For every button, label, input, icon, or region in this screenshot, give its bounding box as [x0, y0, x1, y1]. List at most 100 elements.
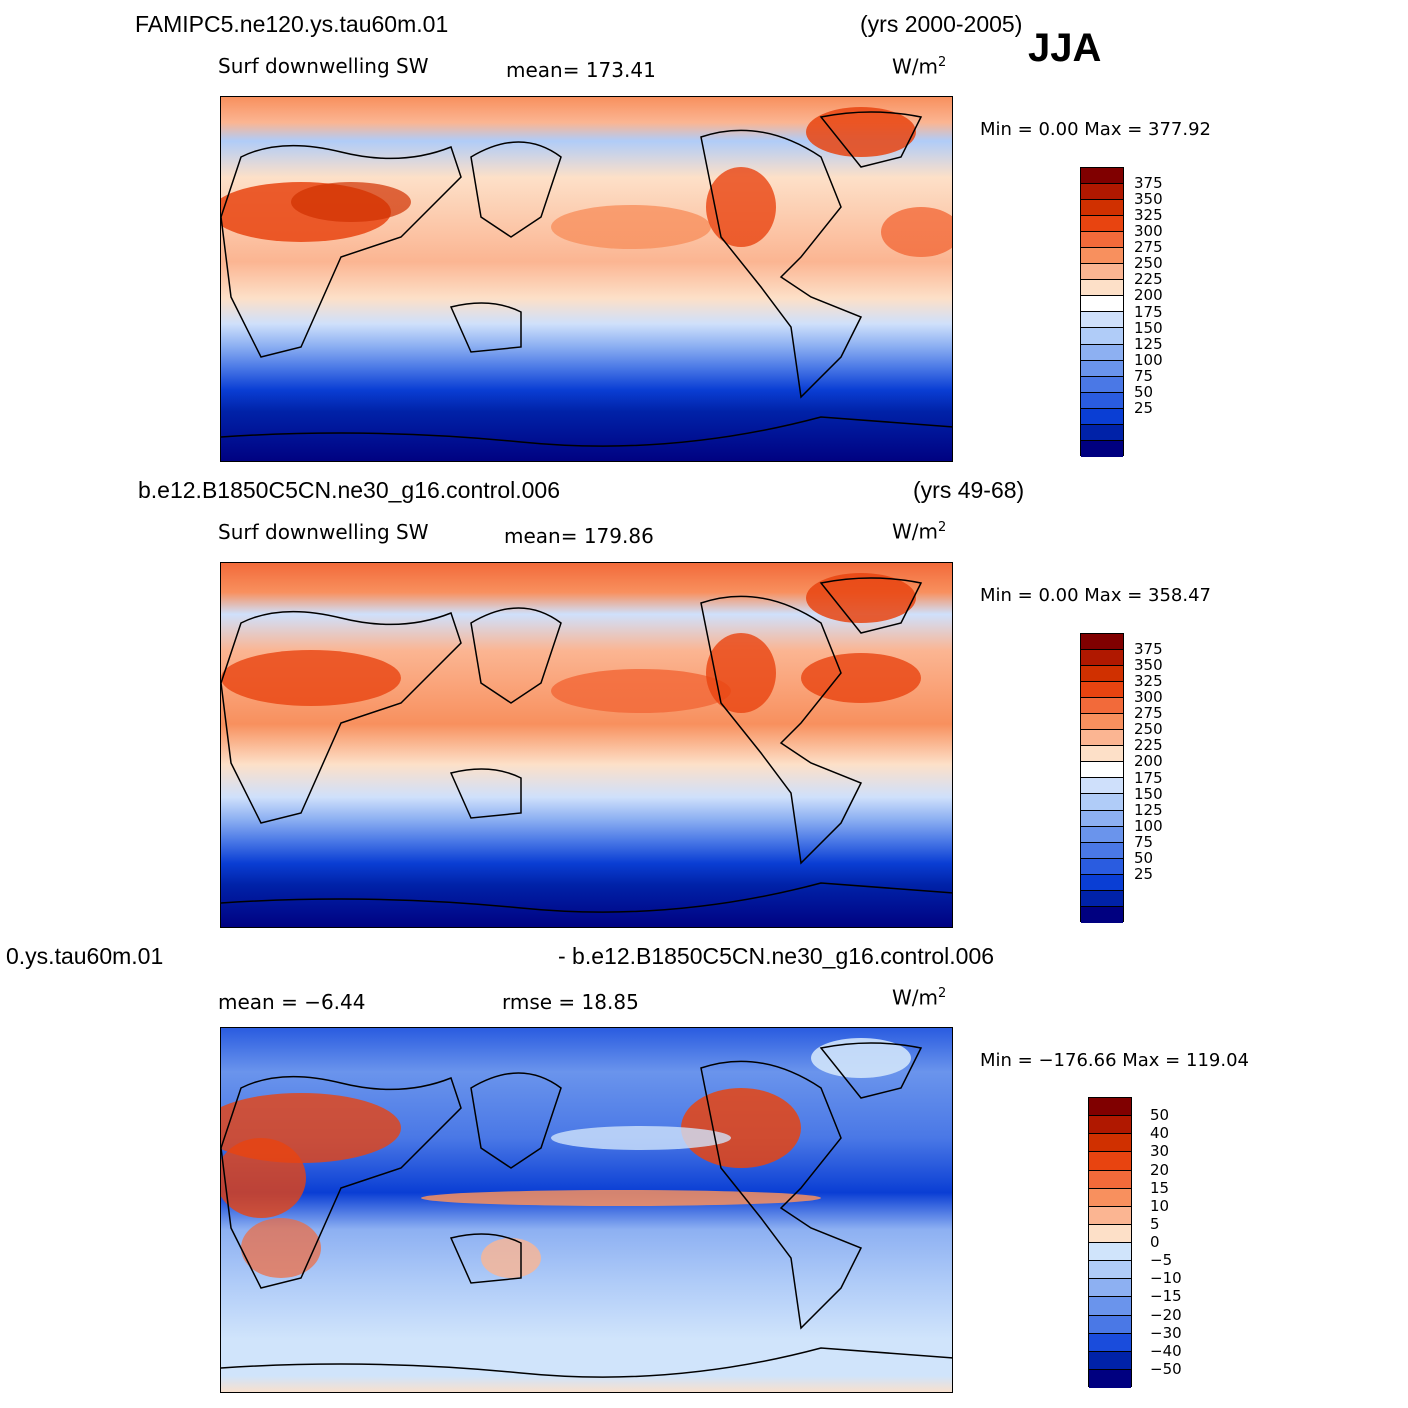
panel1-case-name: FAMIPC5.ne120.ys.tau60m.01: [135, 11, 449, 37]
colorbar-tick-label: 50: [1150, 1106, 1170, 1125]
colorbar-segment: [1081, 730, 1123, 747]
colorbar-segment: [1081, 392, 1123, 409]
colorbar-segment: [1081, 634, 1123, 651]
colorbar-tick-label: 125: [1134, 800, 1163, 819]
colorbar-segment: [1089, 1170, 1131, 1189]
colorbar-tick-label: −50: [1150, 1359, 1182, 1378]
panel2-mean: mean= 179.86: [504, 524, 654, 548]
colorbar-segment: [1081, 248, 1123, 265]
colorbar-segment: [1081, 874, 1123, 891]
colorbar-segment: [1081, 168, 1123, 185]
colorbar-segment: [1089, 1224, 1131, 1243]
panel2-years: (yrs 49-68): [913, 477, 1025, 503]
colorbar-tick-label: 200: [1134, 752, 1163, 771]
colorbar-tick-label: 50: [1134, 848, 1154, 867]
colorbar-segment: [1089, 1243, 1131, 1262]
colorbar-tick-label: 325: [1134, 672, 1163, 691]
colorbar-tick-label: −5: [1150, 1251, 1173, 1270]
panel1-colorbar: [1080, 167, 1124, 457]
panel3-units: W/m2: [892, 985, 947, 1010]
colorbar-segment: [1081, 344, 1123, 361]
colorbar-tick-label: 10: [1150, 1196, 1170, 1215]
colorbar-tick-label: 125: [1134, 334, 1163, 353]
colorbar-tick-label: 150: [1134, 318, 1163, 337]
colorbar-tick-label: 375: [1134, 640, 1163, 659]
colorbar-segment: [1089, 1261, 1131, 1280]
colorbar-tick-label: −20: [1150, 1305, 1182, 1324]
colorbar-tick-label: −30: [1150, 1323, 1182, 1342]
colorbar-tick-label: 175: [1134, 768, 1163, 787]
colorbar-tick-label: 75: [1134, 832, 1154, 851]
colorbar-segment: [1089, 1315, 1131, 1334]
colorbar-tick-label: 15: [1150, 1178, 1170, 1197]
panel3-years: - b.e12.B1850C5CN.ne30_g16.control.006: [558, 943, 995, 969]
colorbar-tick-label: 350: [1134, 190, 1163, 209]
colorbar-segment: [1081, 216, 1123, 233]
colorbar-tick-label: 200: [1134, 286, 1163, 305]
colorbar-segment: [1081, 232, 1123, 249]
panel2-variable: Surf downwelling SW: [218, 520, 429, 544]
colorbar-tick-label: 225: [1134, 270, 1163, 289]
colorbar-segment: [1081, 264, 1123, 281]
panel1-variable: Surf downwelling SW: [218, 54, 429, 78]
colorbar-tick-label: −15: [1150, 1287, 1182, 1306]
colorbar-segment: [1081, 714, 1123, 731]
colorbar-segment: [1081, 296, 1123, 313]
colorbar-segment: [1089, 1369, 1131, 1388]
panel1-years: (yrs 2000-2005): [860, 11, 1023, 37]
panel2-colorbar: [1080, 633, 1124, 923]
colorbar-tick-label: 150: [1134, 784, 1163, 803]
colorbar-segment: [1081, 842, 1123, 859]
panel1-map: [220, 96, 953, 462]
colorbar-segment: [1089, 1279, 1131, 1298]
colorbar-tick-label: −40: [1150, 1341, 1182, 1360]
colorbar-segment: [1081, 794, 1123, 811]
colorbar-segment: [1081, 858, 1123, 875]
colorbar-tick-label: 40: [1150, 1124, 1170, 1143]
colorbar-tick-label: 25: [1134, 398, 1154, 417]
colorbar-segment: [1089, 1351, 1131, 1370]
colorbar-segment: [1081, 826, 1123, 843]
colorbar-tick-label: 250: [1134, 254, 1163, 273]
panel3-case-name: 0.ys.tau60m.01: [6, 943, 164, 969]
colorbar-tick-label: 275: [1134, 238, 1163, 257]
panel3-minmax: Min = −176.66 Max = 119.04: [980, 1050, 1249, 1071]
colorbar-segment: [1081, 280, 1123, 297]
colorbar-tick-label: 5: [1150, 1214, 1160, 1233]
panel3-rmse: rmse = 18.85: [502, 990, 639, 1014]
colorbar-tick-label: 100: [1134, 350, 1163, 369]
colorbar-segment: [1081, 200, 1123, 217]
colorbar-tick-label: 175: [1134, 302, 1163, 321]
colorbar-segment: [1081, 360, 1123, 377]
colorbar-tick-label: 20: [1150, 1160, 1170, 1179]
season-label: JJA: [1028, 26, 1102, 70]
colorbar-tick-label: 250: [1134, 720, 1163, 739]
colorbar-tick-label: 350: [1134, 656, 1163, 675]
panel2-case-name: b.e12.B1850C5CN.ne30_g16.control.006: [138, 477, 560, 503]
colorbar-segment: [1089, 1098, 1131, 1117]
panel1-mean: mean= 173.41: [506, 58, 656, 82]
colorbar-tick-label: 25: [1134, 864, 1154, 883]
panel1-minmax: Min = 0.00 Max = 377.92: [980, 119, 1211, 140]
colorbar-segment: [1081, 666, 1123, 683]
colorbar-tick-label: 300: [1134, 688, 1163, 707]
colorbar-tick-label: 225: [1134, 736, 1163, 755]
colorbar-segment: [1081, 746, 1123, 763]
colorbar-segment: [1089, 1152, 1131, 1171]
panel3-map: [220, 1027, 953, 1393]
colorbar-tick-label: 0: [1150, 1233, 1160, 1251]
panel3-mean: mean = −6.44: [218, 990, 366, 1014]
colorbar-segment: [1089, 1188, 1131, 1207]
panel2-map: [220, 562, 953, 928]
colorbar-tick-label: 30: [1150, 1142, 1170, 1161]
colorbar-tick-label: 325: [1134, 206, 1163, 225]
colorbar-segment: [1081, 762, 1123, 779]
colorbar-tick-label: 275: [1134, 704, 1163, 723]
colorbar-segment: [1089, 1333, 1131, 1352]
colorbar-segment: [1089, 1206, 1131, 1225]
colorbar-segment: [1081, 312, 1123, 329]
colorbar-tick-label: −10: [1150, 1269, 1182, 1288]
colorbar-segment: [1081, 328, 1123, 345]
panel1-units: W/m2: [892, 54, 947, 79]
colorbar-segment: [1081, 440, 1123, 457]
